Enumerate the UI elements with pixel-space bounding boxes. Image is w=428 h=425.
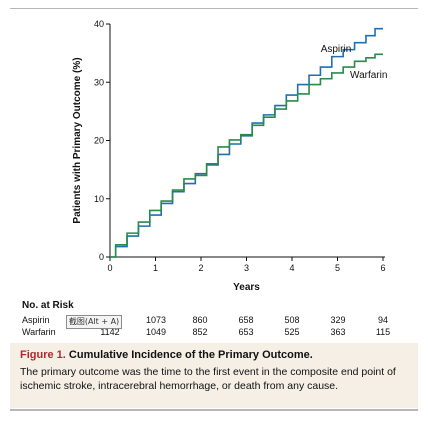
risk-value: 1049 [145, 327, 167, 337]
series-lines [110, 27, 383, 258]
risk-value: 94 [377, 315, 389, 325]
risk-value: 860 [192, 315, 208, 325]
figure-label: Figure 1. [20, 349, 66, 361]
risk-row-label: Aspirin [22, 315, 50, 325]
y-tick-label-0: 0 [99, 252, 104, 262]
figure-caption: Figure 1. Cumulative Incidence of the Pr… [10, 343, 418, 408]
caption-title-text: Cumulative Incidence of the Primary Outc… [68, 349, 313, 361]
series-line-warfarin [110, 53, 383, 258]
cumulative-incidence-chart: Years Patients with Primary Outcome (%) 0… [72, 19, 388, 293]
risk-value: 525 [284, 327, 300, 337]
risk-value: 653 [238, 327, 254, 337]
x-tick-label-0: 0 [107, 263, 112, 273]
risk-value: 1073 [145, 315, 167, 325]
x-tick-label-5: 5 [335, 263, 340, 273]
risk-row-aspirin: Aspirin 1073 860 658 508 329 94 [22, 315, 412, 327]
risk-value: 363 [330, 327, 346, 337]
x-tick-label-2: 2 [198, 263, 203, 273]
y-tick-label-10: 10 [94, 194, 104, 204]
series-labels: Aspirin Warfarin [321, 44, 388, 81]
x-axis-title: Years [233, 282, 260, 293]
risk-row-label: Warfarin [22, 327, 56, 337]
figure-frame [10, 8, 418, 411]
y-tick-label-40: 40 [94, 19, 104, 29]
series-line-aspirin [110, 27, 383, 258]
caption-body: The primary outcome was the time to the … [20, 366, 396, 392]
risk-table-title: No. at Risk [22, 300, 74, 311]
x-tick-label-3: 3 [244, 263, 249, 273]
series-label-aspirin: Aspirin [321, 44, 352, 55]
x-tick-label-4: 4 [289, 263, 294, 273]
y-axis-title: Patients with Primary Outcome (%) [72, 57, 83, 223]
risk-value: 1142 [100, 327, 120, 337]
series-label-warfarin: Warfarin [350, 70, 387, 81]
ticks: 0 10 20 30 40 0 1 2 3 4 5 6 [94, 19, 386, 273]
x-tick-label-6: 6 [380, 263, 385, 273]
risk-value: 329 [330, 315, 346, 325]
x-tick-label-1: 1 [153, 263, 158, 273]
risk-row-warfarin: Warfarin 1142 1049 852 653 525 363 115 [22, 327, 412, 339]
caption-title: Figure 1. Cumulative Incidence of the Pr… [20, 349, 313, 361]
y-tick-label-20: 20 [94, 136, 104, 146]
y-tick-label-30: 30 [94, 77, 104, 87]
risk-value: 852 [192, 327, 208, 337]
risk-value: 658 [238, 315, 254, 325]
screenshot-tooltip: 截图(Alt + A) [66, 315, 122, 329]
axes: Years Patients with Primary Outcome (%) [72, 24, 385, 293]
risk-value: 508 [284, 315, 300, 325]
risk-value: 115 [375, 327, 391, 337]
